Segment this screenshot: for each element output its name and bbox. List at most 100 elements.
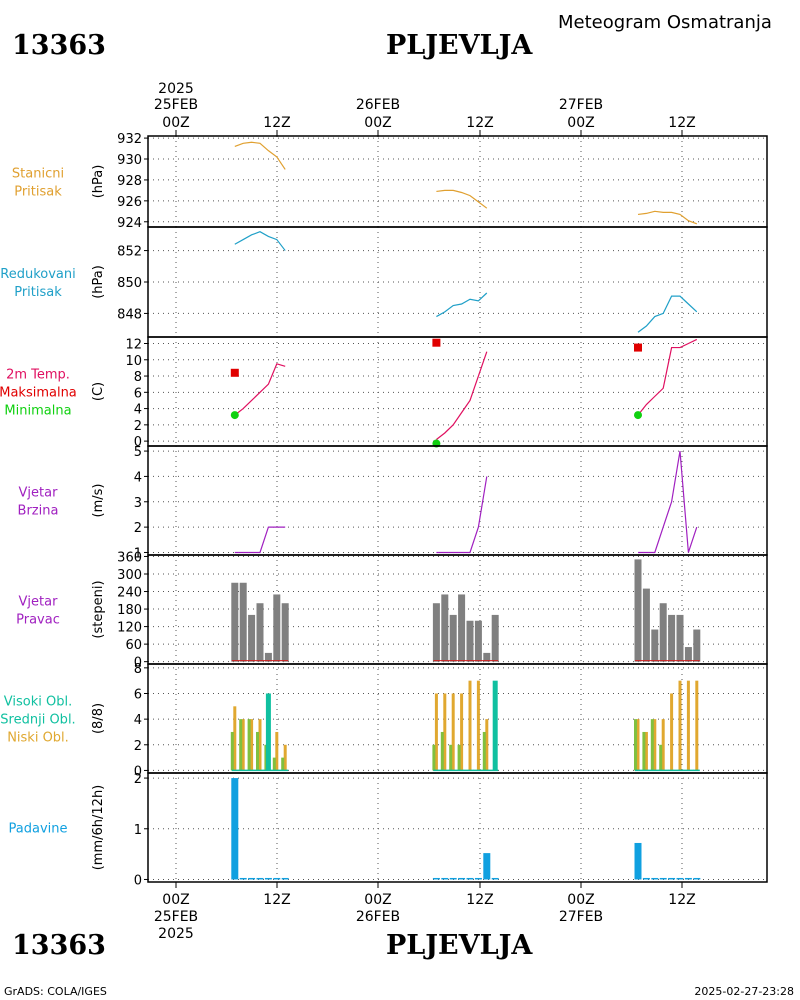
x-date-label-bottom: 25FEB <box>154 909 198 925</box>
footer-timestamp: 2025-02-27-23:28 <box>694 985 794 998</box>
y-tick-label: 4 <box>134 470 142 485</box>
y-tick-label: 926 <box>117 195 142 210</box>
low-cloud-bar <box>653 719 657 771</box>
mid-cloud-bar <box>230 731 234 771</box>
precip-bar <box>248 877 256 880</box>
y-tick-label: 0 <box>134 873 142 888</box>
low-cloud-bar <box>460 693 464 771</box>
x-tick-label-top: 12Z <box>466 115 493 131</box>
y-tick-label: 3 <box>134 496 142 511</box>
mid-cloud-bar <box>239 719 243 771</box>
precip-bar <box>634 842 642 880</box>
low-cloud-bar <box>283 744 287 771</box>
y-tick-label: 2 <box>134 772 142 787</box>
y-axis-label: (C) <box>91 382 106 401</box>
precip-bar <box>693 877 701 880</box>
wind-direction-bar <box>693 629 701 662</box>
panel-label: Vjetar <box>19 595 59 610</box>
precip-bar <box>264 877 272 880</box>
precip-bar <box>273 877 281 880</box>
low-cloud-bar <box>661 719 665 771</box>
precip-bar <box>659 877 667 880</box>
high-cloud-bar <box>492 680 498 771</box>
panel-frame <box>147 226 768 338</box>
low-cloud-bar <box>670 693 674 771</box>
wind-direction-bar <box>651 629 659 662</box>
wind-direction-bar <box>231 582 239 662</box>
low-cloud-bar <box>695 680 699 771</box>
low-cloud-bar <box>258 719 262 771</box>
y-tick-label: 12 <box>125 338 142 353</box>
x-tick-label-bottom: 12Z <box>466 892 493 908</box>
panel-label: Pritisak <box>14 285 62 300</box>
low-cloud-bar <box>241 719 245 771</box>
wind-direction-bar <box>458 594 466 662</box>
x-year-label-top: 2025 <box>158 81 194 97</box>
wind-direction-bar <box>684 647 692 662</box>
series-line <box>436 351 488 440</box>
wind-direction-bar <box>273 594 281 662</box>
x-tick-label-top: 00Z <box>364 115 391 131</box>
wind-direction-bar <box>659 603 667 662</box>
low-cloud-bar <box>476 680 480 771</box>
header-subtitle: Meteogram Osmatranja <box>558 12 772 33</box>
header-station-id: 13363 <box>12 30 106 61</box>
low-cloud-bar <box>644 731 648 771</box>
x-tick-label-top: 12Z <box>668 115 695 131</box>
wind-direction-bar <box>449 614 457 662</box>
y-tick-label: 852 <box>117 245 142 260</box>
y-tick-label: 2 <box>134 521 142 536</box>
wind-direction-bar <box>256 603 264 662</box>
footer-station-id: 13363 <box>12 930 106 961</box>
y-axis-label: (hPa) <box>91 165 106 199</box>
y-axis-label: (hPa) <box>91 265 106 299</box>
panel-label: Vjetar <box>19 486 59 501</box>
series-line <box>638 450 698 554</box>
mid-cloud-bar <box>449 744 453 771</box>
panel-label: Minimalna <box>4 404 71 419</box>
panel-label: Visoki Obl. <box>4 695 72 710</box>
wind-direction-bar <box>239 582 247 662</box>
x-tick-label-bottom: 12Z <box>263 892 290 908</box>
panel-label: Padavine <box>9 822 68 837</box>
header-station-name: PLJEVLJA <box>386 30 533 61</box>
x-tick-label-bottom: 00Z <box>567 892 594 908</box>
wind-direction-bar <box>432 603 440 662</box>
y-tick-label: 0 <box>134 764 142 779</box>
low-cloud-bar <box>443 693 447 771</box>
footer-station-name: PLJEVLJA <box>386 930 533 961</box>
x-tick-label-top: 00Z <box>567 115 594 131</box>
series-line <box>637 295 698 333</box>
precip-bar <box>684 877 692 880</box>
wind-direction-bar <box>491 614 499 662</box>
y-tick-label: 928 <box>117 174 142 189</box>
max-temp-marker <box>634 343 642 352</box>
y-tick-label: 1 <box>134 546 142 561</box>
y-axis-label: (8/8) <box>91 703 106 734</box>
series-line <box>234 231 286 251</box>
y-tick-label: 0 <box>134 435 142 450</box>
precip-bar <box>642 877 650 880</box>
mid-cloud-bar <box>272 757 276 771</box>
precip-bar <box>483 853 491 880</box>
y-tick-label: 10 <box>125 354 142 369</box>
x-date-label-top: 27FEB <box>559 97 603 113</box>
y-tick-label: 5 <box>134 445 142 460</box>
wind-direction-bar <box>642 588 650 662</box>
wind-direction-bar <box>676 614 684 662</box>
precip-bar <box>668 877 676 880</box>
precip-bar <box>281 877 289 880</box>
wind-direction-bar <box>441 594 449 662</box>
y-tick-label: 6 <box>134 386 142 401</box>
y-tick-label: 2 <box>134 739 142 754</box>
series-line <box>436 189 488 209</box>
panel-label: Srednji Obl. <box>0 713 75 728</box>
low-cloud-bar <box>678 680 682 771</box>
low-cloud-bar <box>434 693 438 771</box>
precip-bar <box>432 877 440 880</box>
wind-direction-bar <box>474 620 482 662</box>
y-tick-label: 6 <box>134 687 142 702</box>
x-date-label-bottom: 26FEB <box>356 909 400 925</box>
series-line <box>234 141 286 170</box>
